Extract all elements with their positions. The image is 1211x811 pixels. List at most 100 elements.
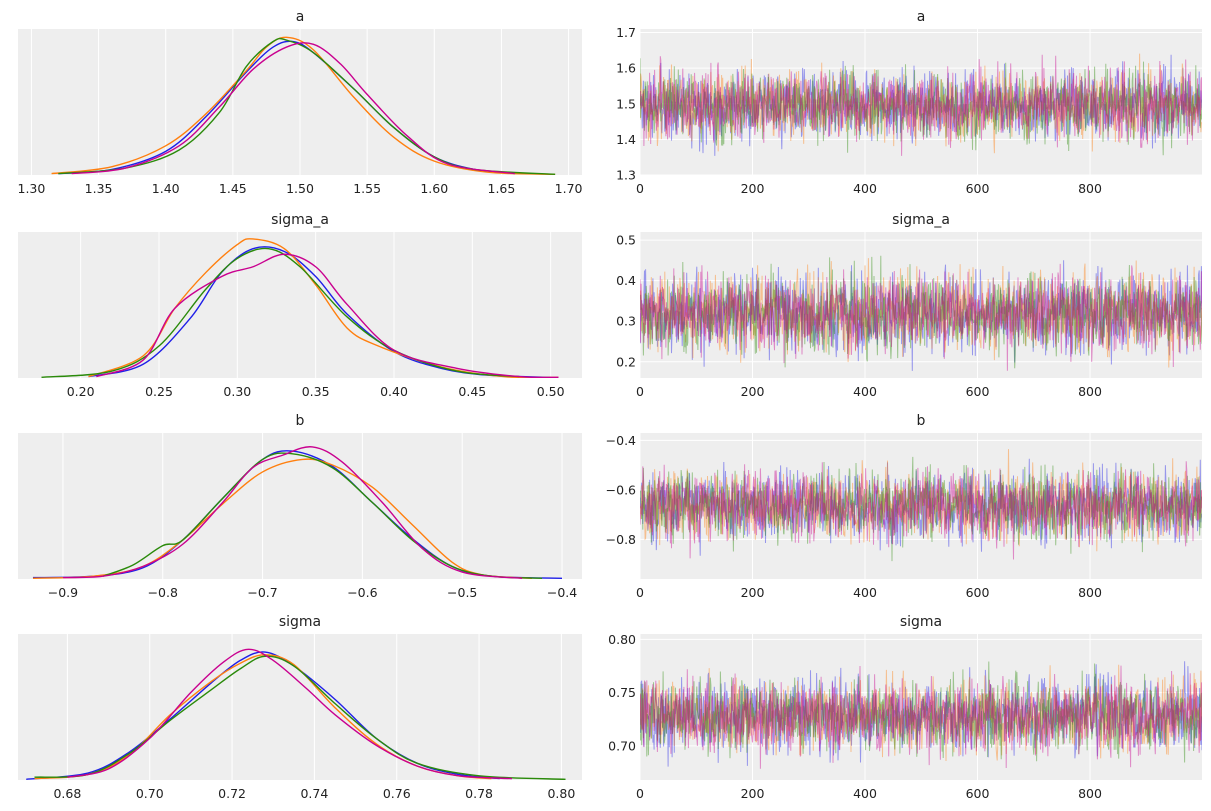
trace-line-chain-3 bbox=[640, 461, 1202, 560]
trace-line-chain-1 bbox=[640, 449, 1202, 552]
trace-line-chain-1 bbox=[640, 53, 1202, 154]
trace-line-chain-0 bbox=[640, 54, 1202, 156]
panel-background bbox=[640, 29, 1202, 175]
x-tick-label: 1.45 bbox=[219, 181, 247, 196]
panel-title: sigma bbox=[279, 614, 321, 630]
x-tick-label: 1.55 bbox=[353, 181, 381, 196]
x-tick-label: 200 bbox=[741, 585, 765, 600]
x-tick-label: 0 bbox=[636, 181, 644, 196]
x-tick-label: 400 bbox=[853, 585, 877, 600]
x-tick-label: 800 bbox=[1078, 786, 1102, 801]
x-tick-label: 0 bbox=[636, 585, 644, 600]
trace-line-chain-0 bbox=[640, 260, 1202, 371]
kde-line-chain-1 bbox=[51, 36, 556, 175]
y-tick-label: 0.70 bbox=[608, 738, 636, 753]
x-tick-label: 1.30 bbox=[18, 181, 46, 196]
x-tick-label: 600 bbox=[966, 585, 990, 600]
x-tick-label: 1.35 bbox=[85, 181, 113, 196]
x-tick-label: −0.5 bbox=[447, 585, 477, 600]
kde-line-chain-3 bbox=[67, 648, 513, 780]
x-tick-label: 200 bbox=[741, 181, 765, 196]
x-tick-label: 1.70 bbox=[555, 181, 583, 196]
trace-panel-a: a 0 200 400 600 800 1.3 1.4 1.5 1.6 1.7 bbox=[616, 9, 1202, 196]
trace-line-chain-2 bbox=[640, 255, 1202, 369]
panel-data bbox=[640, 449, 1202, 562]
x-tick-label: 800 bbox=[1078, 181, 1102, 196]
panel-data bbox=[640, 53, 1202, 156]
x-tick-label: −0.4 bbox=[547, 585, 577, 600]
trace-panel-sigma-a: sigma_a 0 200 400 600 800 0.2 0.3 0.4 0.5 bbox=[616, 212, 1202, 399]
x-tick-label: 1.50 bbox=[286, 181, 314, 196]
x-tick-label: 0.45 bbox=[458, 384, 486, 399]
panel-title: sigma bbox=[900, 614, 942, 630]
x-tick-label: 0.20 bbox=[67, 384, 95, 399]
trace-line-chain-0 bbox=[640, 661, 1202, 767]
trace-line-chain-0 bbox=[640, 458, 1202, 556]
kde-panel-a: a 1.30 1.35 1.40 1.45 1.50 1.55 1.60 1.65 1.70 bbox=[18, 9, 583, 196]
kde-panel-sigma: sigma 0.68 0.70 0.72 0.74 0.76 0.78 0.80 bbox=[18, 614, 582, 801]
trace-line-chain-3 bbox=[640, 665, 1202, 769]
panel-title: b bbox=[296, 413, 305, 429]
trace-line-chain-3 bbox=[640, 263, 1202, 371]
panel-title: b bbox=[917, 413, 926, 429]
x-tick-label: −0.8 bbox=[148, 585, 178, 600]
trace-line-chain-1 bbox=[640, 664, 1202, 762]
panel-data bbox=[51, 36, 556, 175]
x-tick-label: −0.9 bbox=[48, 585, 78, 600]
kde-line-chain-0 bbox=[88, 246, 551, 378]
panel-title: sigma_a bbox=[271, 212, 329, 228]
kde-line-chain-3 bbox=[71, 42, 515, 175]
x-tick-label: 0.80 bbox=[547, 786, 575, 801]
trace-line-chain-2 bbox=[640, 661, 1202, 763]
x-tick-label: 0 bbox=[636, 786, 644, 801]
x-tick-label: 400 bbox=[853, 384, 877, 399]
y-tick-label: −0.4 bbox=[606, 433, 636, 448]
x-tick-label: 0.25 bbox=[145, 384, 173, 399]
kde-line-chain-2 bbox=[34, 655, 566, 780]
trace-panel-sigma: sigma 0 200 400 600 800 0.70 0.75 0.80 bbox=[608, 614, 1202, 801]
panel-background bbox=[640, 634, 1202, 780]
panel-data bbox=[32, 446, 563, 579]
x-tick-label: 1.60 bbox=[420, 181, 448, 196]
trace-line-chain-3 bbox=[640, 54, 1202, 156]
panel-title: a bbox=[296, 9, 305, 25]
x-tick-label: −0.6 bbox=[347, 585, 377, 600]
y-tick-label: −0.6 bbox=[606, 482, 636, 497]
y-tick-label: −0.8 bbox=[606, 532, 636, 547]
y-tick-label: 1.4 bbox=[616, 132, 636, 147]
panel-data bbox=[640, 255, 1202, 371]
x-tick-label: 200 bbox=[741, 384, 765, 399]
x-tick-label: 1.40 bbox=[152, 181, 180, 196]
x-tick-label: 0.76 bbox=[383, 786, 411, 801]
x-tick-label: 600 bbox=[966, 384, 990, 399]
x-tick-label: 800 bbox=[1078, 585, 1102, 600]
y-tick-label: 1.7 bbox=[616, 25, 636, 40]
y-tick-label: 1.6 bbox=[616, 61, 636, 76]
panel-data bbox=[640, 661, 1202, 769]
y-tick-label: 0.3 bbox=[616, 314, 636, 329]
panel-data bbox=[41, 238, 559, 378]
x-tick-label: 0.50 bbox=[537, 384, 565, 399]
y-tick-label: 0.2 bbox=[616, 354, 636, 369]
trace-line-chain-2 bbox=[640, 58, 1202, 156]
y-tick-label: 0.75 bbox=[608, 685, 636, 700]
y-tick-label: 0.5 bbox=[616, 233, 636, 248]
kde-line-chain-3 bbox=[96, 253, 559, 378]
x-tick-label: 0.74 bbox=[300, 786, 328, 801]
x-tick-label: 0.78 bbox=[465, 786, 493, 801]
y-tick-label: 0.80 bbox=[608, 632, 636, 647]
trace-line-chain-2 bbox=[640, 456, 1202, 562]
x-tick-label: 400 bbox=[853, 786, 877, 801]
kde-panel-sigma-a: sigma_a 0.20 0.25 0.30 0.35 0.40 0.45 0.50 bbox=[18, 212, 582, 399]
x-tick-label: 400 bbox=[853, 181, 877, 196]
x-tick-label: 600 bbox=[966, 181, 990, 196]
x-tick-label: 600 bbox=[966, 786, 990, 801]
y-tick-label: 0.4 bbox=[616, 273, 636, 288]
x-tick-label: 0.68 bbox=[53, 786, 81, 801]
panel-background bbox=[18, 634, 582, 780]
panel-background bbox=[18, 433, 582, 579]
kde-line-chain-3 bbox=[62, 446, 523, 579]
x-tick-label: 1.65 bbox=[488, 181, 516, 196]
x-tick-label: 0.30 bbox=[223, 384, 251, 399]
